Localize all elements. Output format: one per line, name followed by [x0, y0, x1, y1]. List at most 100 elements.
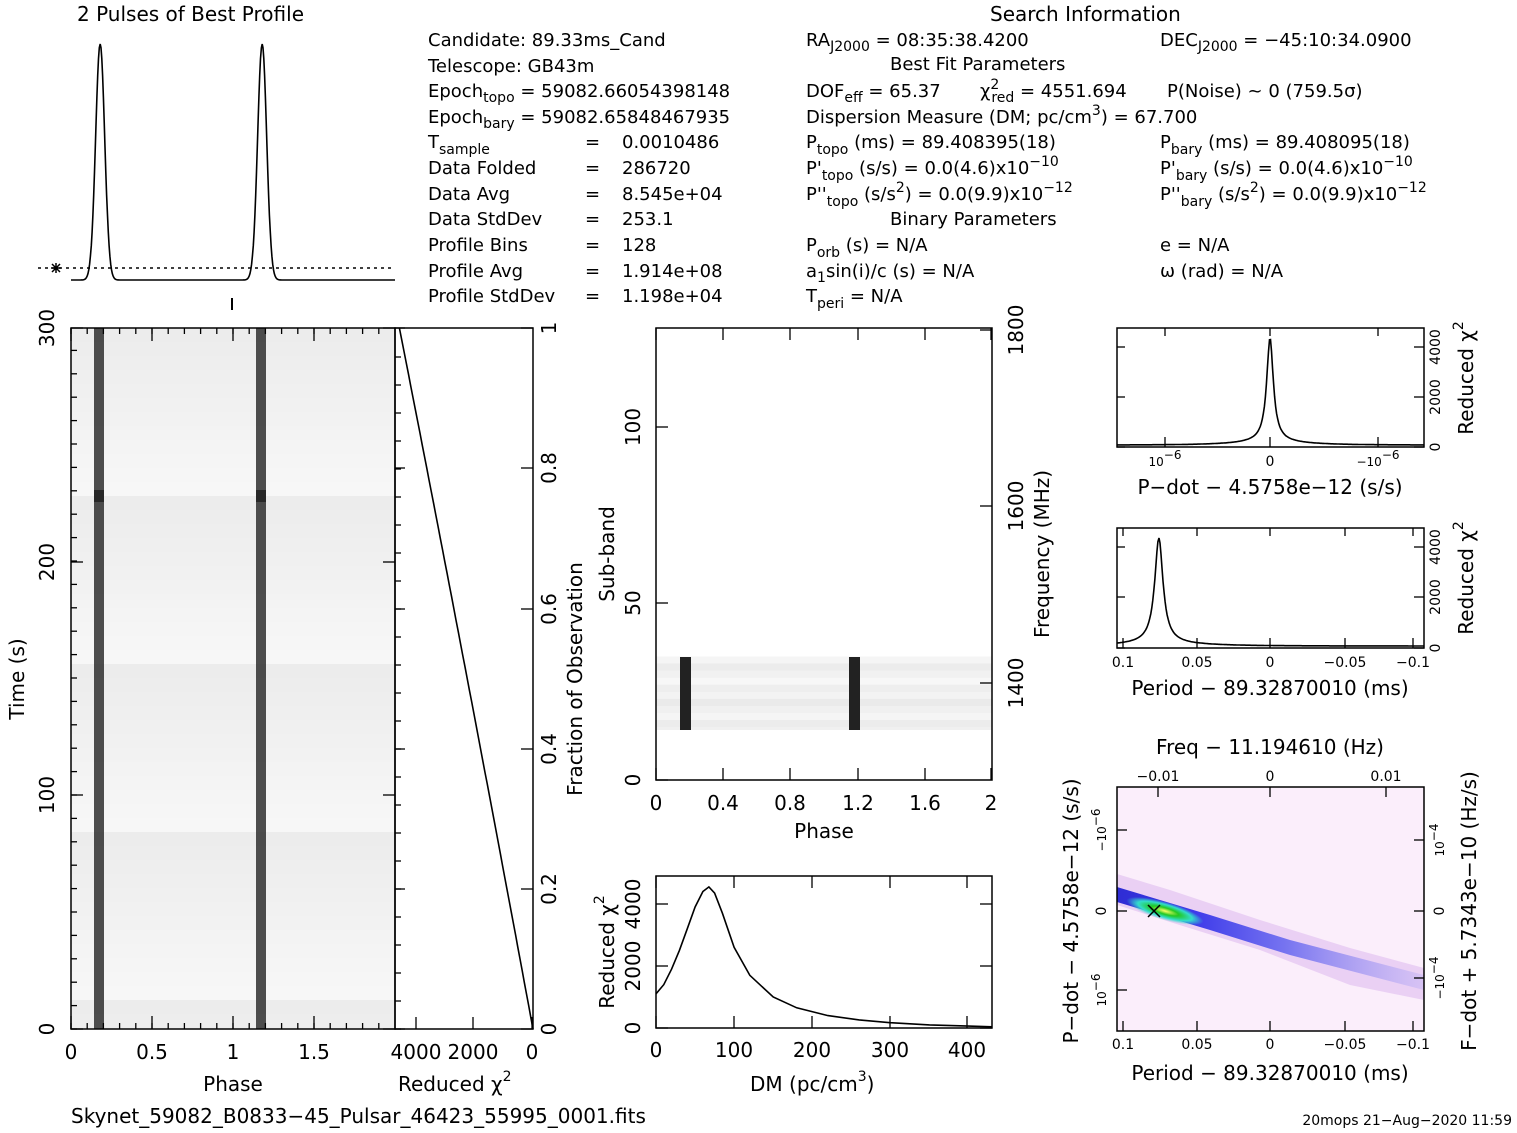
time-phase-row	[71, 580, 395, 594]
pdot-chi2-plot: 10−6 0 −10−6 P−dot − 4.5758e−12 (s/s) 0 …	[1116, 321, 1478, 499]
p-pdot-xtick-0: 0	[1266, 1037, 1275, 1053]
prof-bins-label: Profile Bins	[428, 235, 528, 256]
pdbary-line: P'bary (s/s) = 0.0(4.6)x10−10	[1160, 154, 1413, 184]
time-phase-row	[71, 930, 395, 944]
pdot-ytick-4000: 4000	[1428, 329, 1444, 365]
subband-row	[656, 663, 992, 671]
freq-tick-1400: 1400	[1004, 658, 1028, 709]
tsample-label: Tsample	[427, 132, 490, 158]
a1-val: sin(i)/c (s) = N/A	[826, 261, 975, 282]
prof-avg-eq: =	[585, 261, 600, 282]
pddbary-val2: ) = 0.0(9.9)x10	[1259, 184, 1397, 205]
subband-xtick-0.4: 0.4	[707, 791, 739, 815]
time-phase-row	[71, 720, 395, 734]
prof-bins-eq: =	[585, 235, 600, 256]
time-phase-xlabel: Phase	[203, 1072, 263, 1096]
pdot-ytick-2000: 2000	[1428, 379, 1444, 415]
time-phase-row	[71, 944, 395, 958]
chi2-time-plot: 4000 2000 0 Reduced χ2 0 0.2 0.4 0.6 0.8…	[391, 322, 587, 1096]
pbary-val: (ms) = 89.408095(18)	[1202, 132, 1410, 153]
p-pdot-plot: Freq − 11.194610 (Hz) −0.01 0 0.01 0.1 0…	[1059, 735, 1481, 1085]
info-left: Candidate: 89.33ms_Cand Telescope: GB43m…	[427, 30, 730, 307]
pddtopo-exp: −12	[1043, 180, 1073, 196]
ecc-line: e = N/A	[1160, 235, 1230, 256]
data-avg-label: Data Avg	[428, 184, 510, 205]
pddtopo-line: P''topo (s/s2) = 0.0(9.9)x10−12	[806, 180, 1073, 210]
time-phase-row	[71, 440, 395, 454]
time-phase-row	[71, 384, 395, 398]
prof-std-val: 1.198e+04	[622, 286, 723, 307]
time-phase-pulse-1	[94, 328, 104, 1029]
tsample-eq: =	[585, 132, 600, 153]
epoch-topo-line: Epochtopo = 59082.66054398148	[428, 81, 730, 106]
p-pdot-xtick-0.05: 0.05	[1181, 1037, 1212, 1053]
time-phase-row	[71, 734, 395, 748]
prof-std-label: Profile StdDev	[428, 286, 556, 307]
freq-label: Frequency (MHz)	[1030, 470, 1054, 638]
dm-ylabel-text: Reduced χ	[595, 904, 619, 1009]
epoch-bary-val: = 59082.65848467935	[515, 107, 730, 128]
subband-ticks	[655, 328, 992, 781]
pdot-ylabel: Reduced χ2	[1451, 321, 1478, 435]
prof-avg-label: Profile Avg	[428, 261, 523, 282]
p-pdot-top-tick-1: −0.01	[1137, 769, 1180, 785]
chi2-time-xlabel: Reduced χ2	[398, 1069, 512, 1096]
subband-row	[656, 720, 992, 728]
time-phase-ytick-300: 300	[35, 309, 59, 347]
subband-rows	[656, 656, 992, 728]
period-xtick-m0.05: −0.05	[1324, 655, 1367, 671]
period-xtick-0: 0	[1266, 655, 1275, 671]
period-chi2-plot: 0.1 0.05 0 −0.05 −0.1 Period − 89.328700…	[1112, 521, 1478, 700]
dm-xtick-400: 400	[948, 1038, 986, 1062]
porb-val: (s) = N/A	[840, 235, 928, 256]
chi2-time-ytick-1: 1	[537, 322, 561, 335]
a1-sub: 1	[817, 270, 826, 286]
time-phase-row	[71, 412, 395, 426]
time-phase-row	[71, 860, 395, 874]
freq-tick-1800: 1800	[1004, 305, 1028, 356]
time-phase-ytick-200: 200	[35, 543, 59, 581]
subband-row	[656, 705, 992, 713]
subband-row	[656, 656, 992, 664]
subband-pulse-2	[849, 657, 860, 730]
period-xtick-0.1: 0.1	[1112, 655, 1134, 671]
chi2-time-ytick-0.6: 0.6	[537, 593, 561, 625]
period-chi2-curve	[1116, 537, 1424, 647]
p-pdot-ytick-0: 0	[1094, 907, 1110, 916]
subband-ytick-0: 0	[621, 774, 645, 787]
time-phase-row	[71, 958, 395, 972]
period-ytick-0: 0	[1428, 644, 1444, 653]
p-pdot-rtick-0: 0	[1432, 907, 1448, 916]
porb-sub: orb	[817, 245, 840, 261]
dof-val: = 65.37	[863, 81, 941, 102]
tsample-val: 0.0010486	[622, 132, 719, 153]
subband-xlabel: Phase	[794, 819, 854, 843]
pdtopo-sub: topo	[822, 168, 854, 184]
time-phase-row	[71, 636, 395, 650]
subband-ylabel: Sub-band	[595, 506, 619, 602]
search-title: Search Information	[990, 2, 1181, 26]
epoch-topo-sub: topo	[483, 90, 515, 106]
epoch-bary-line: Epochbary = 59082.65848467935	[428, 107, 730, 132]
pddtopo-val: (s/s	[858, 184, 896, 205]
tsample-sub: sample	[439, 142, 490, 158]
p-pdot-top-tick-3: 0.01	[1370, 769, 1401, 785]
profile-plot	[38, 43, 395, 310]
time-phase-row	[71, 986, 395, 1000]
pdot-xtick-left: 10−6	[1149, 448, 1182, 469]
subband-row	[656, 677, 992, 685]
candidate-line: Candidate: 89.33ms_Cand	[428, 30, 666, 51]
time-phase-row	[71, 692, 395, 706]
porb-line: Porb (s) = N/A	[806, 235, 928, 261]
subband-xtick-1.6: 1.6	[909, 791, 941, 815]
dm-xtick-300: 300	[871, 1038, 909, 1062]
time-phase-row	[71, 454, 395, 468]
pddtopo-val2: ) = 0.0(9.9)x10	[905, 184, 1043, 205]
time-phase-row	[71, 818, 395, 832]
tperi-sub: peri	[817, 296, 844, 312]
time-phase-row	[71, 902, 395, 916]
period-xtick-0.05: 0.05	[1181, 655, 1212, 671]
pddbary-exp: −12	[1397, 180, 1427, 196]
time-phase-row	[71, 468, 395, 482]
